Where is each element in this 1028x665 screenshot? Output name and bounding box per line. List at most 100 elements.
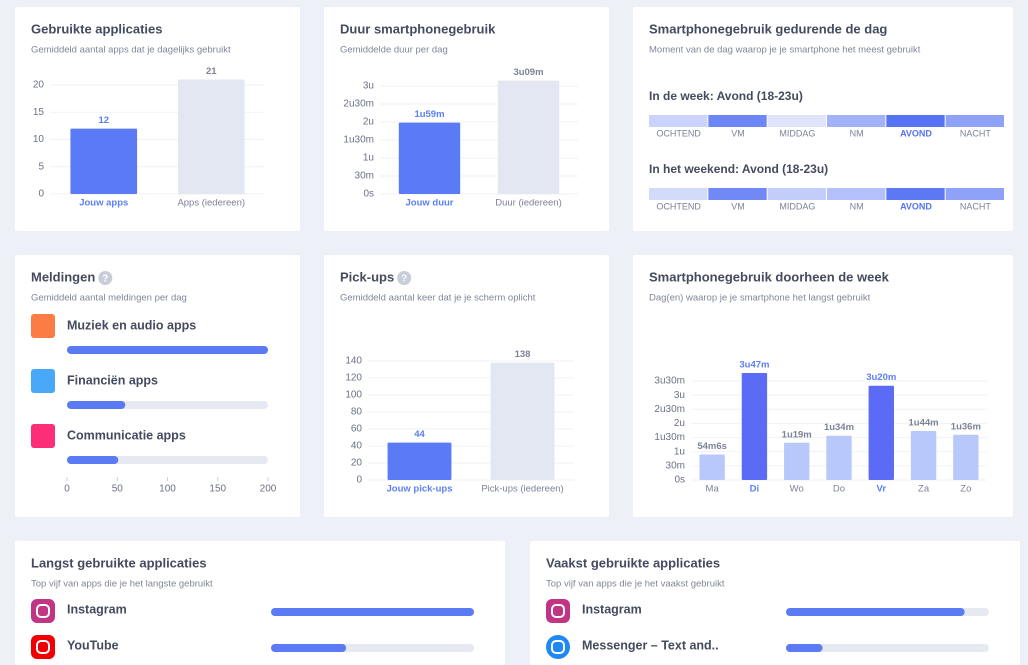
y-tick-label: 2u30m xyxy=(654,404,685,415)
daypart-label: NACHT xyxy=(960,201,992,211)
bar xyxy=(70,128,138,194)
bar xyxy=(826,435,852,480)
card-title: Meldingen xyxy=(31,269,95,284)
item-name: Communicatie apps xyxy=(67,428,186,442)
card-canvas: Vaakst gebruikte applicaties Top vijf van… xyxy=(546,555,989,659)
y-tick-label: 1u30m xyxy=(654,432,685,443)
bar xyxy=(271,644,347,652)
x-tick-label: 150 xyxy=(209,484,226,495)
value-label: 3u20m xyxy=(866,372,896,383)
x-tick-label: Pick-ups (iedereen) xyxy=(481,484,563,495)
y-tick-label: 60 xyxy=(351,424,363,435)
help-icon-glyph: ? xyxy=(401,274,407,285)
y-tick-label: 3u xyxy=(674,390,685,401)
category-icon xyxy=(31,369,55,393)
x-tick-label: Di xyxy=(750,484,760,495)
daypart-label: OCHTEND xyxy=(656,128,701,138)
y-tick-label: 1u30m xyxy=(343,135,374,146)
y-tick-label: 40 xyxy=(351,441,363,452)
bar xyxy=(177,79,245,194)
card-canvas: Gebruikte applicaties Gemiddeld aantal ap… xyxy=(31,21,265,209)
item-name: Financiën apps xyxy=(67,373,158,387)
x-tick-label: Vr xyxy=(877,484,887,495)
bar xyxy=(271,608,474,616)
daypart-label: VM xyxy=(731,201,745,211)
x-tick-label: Ma xyxy=(706,484,720,495)
value-label: 12 xyxy=(98,115,109,126)
x-tick-label: 100 xyxy=(159,484,176,495)
card-title: Vaakst gebruikte applicaties xyxy=(546,555,720,570)
bar xyxy=(387,442,452,480)
bar xyxy=(910,430,937,480)
daypart-label: MIDDAG xyxy=(779,128,815,138)
value-label: 1u36m xyxy=(951,421,981,432)
x-tick-label: Apps (iedereen) xyxy=(177,198,245,209)
value-label: 1u44m xyxy=(909,417,939,428)
app-icon-inner xyxy=(551,640,565,654)
card-subtitle: Dag(en) waarop je je smartphone het lang… xyxy=(649,293,871,304)
bar xyxy=(699,454,725,480)
y-tick-label: 10 xyxy=(33,134,45,145)
y-tick-label: 1u xyxy=(674,446,685,457)
card-title: Langst gebruikte applicaties xyxy=(31,555,207,570)
y-tick-label: 2u xyxy=(363,117,374,128)
y-tick-label: 15 xyxy=(33,107,45,118)
app-icon xyxy=(546,635,570,659)
value-label: 21 xyxy=(206,66,217,77)
card-subtitle: Top vijf van apps die je het vaakst gebr… xyxy=(546,579,725,590)
bar xyxy=(786,644,823,652)
x-tick-label: Wo xyxy=(790,484,804,495)
card-canvas: Langst gebruikte applicaties Top vijf van… xyxy=(31,555,474,659)
x-tick-label: Duur (iedereen) xyxy=(495,198,562,209)
bar xyxy=(497,80,560,194)
help-icon xyxy=(397,271,412,285)
value-label: 3u47m xyxy=(739,360,769,371)
card-canvas: Meldingen Gemiddeld aantal meldingen per … xyxy=(31,269,277,495)
bar xyxy=(67,401,126,409)
y-tick-label: 20 xyxy=(33,80,45,91)
card-canvas: Pick-ups Gemiddeld aantal keer dat je je … xyxy=(340,269,574,495)
daypart-label: NACHT xyxy=(960,128,992,138)
y-tick-label: 0 xyxy=(356,475,362,486)
y-tick-label: 120 xyxy=(345,373,362,384)
y-tick-label: 80 xyxy=(351,407,363,418)
help-icon xyxy=(98,271,113,285)
bar xyxy=(398,122,461,194)
card: Meldingen Gemiddeld aantal meldingen per … xyxy=(15,255,300,517)
daypart-segment xyxy=(708,188,767,200)
category-icon xyxy=(31,424,55,448)
y-tick-label: 20 xyxy=(351,458,363,469)
card-title: Smartphonegebruik doorheen de week xyxy=(649,269,890,284)
bar-track xyxy=(786,644,989,652)
y-tick-label: 30m xyxy=(355,171,374,182)
card-canvas: Smartphonegebruik doorheen de week Dag(en… xyxy=(649,269,987,495)
app-name: Messenger – Text and.. xyxy=(582,638,719,652)
item-name: Muziek en audio apps xyxy=(67,318,196,332)
x-tick-label: Jouw pick-ups xyxy=(387,484,453,495)
y-tick-label: 2u30m xyxy=(343,99,374,110)
y-tick-label: 0s xyxy=(674,475,685,486)
value-label: 138 xyxy=(515,349,531,360)
daypart-label: VM xyxy=(731,128,745,138)
value-label: 54m6s xyxy=(697,441,727,452)
x-tick-label: Zo xyxy=(960,484,971,495)
bar xyxy=(784,442,810,480)
card: Duur smartphonegebruik Gemiddelde duur pe… xyxy=(324,7,609,231)
card-subtitle: Top vijf van apps die je het langste geb… xyxy=(31,579,213,590)
value-label: 1u19m xyxy=(782,429,812,440)
card-subtitle: Gemiddeld aantal meldingen per dag xyxy=(31,293,187,304)
daypart-label: AVOND xyxy=(900,201,932,211)
daypart-label: NM xyxy=(850,201,864,211)
bar xyxy=(741,372,768,480)
card: Vaakst gebruikte applicaties Top vijf van… xyxy=(530,541,1020,665)
app-name: Instagram xyxy=(582,602,642,616)
bar xyxy=(953,434,979,480)
row-label: In het weekend: Avond (18-23u) xyxy=(649,162,828,176)
daypart-segment xyxy=(649,188,708,200)
app-icon-inner xyxy=(36,604,50,618)
app-name: YouTube xyxy=(67,638,119,652)
x-tick-label: 200 xyxy=(260,484,277,495)
category-icon xyxy=(31,314,55,338)
card-subtitle: Gemiddelde duur per dag xyxy=(340,45,448,56)
